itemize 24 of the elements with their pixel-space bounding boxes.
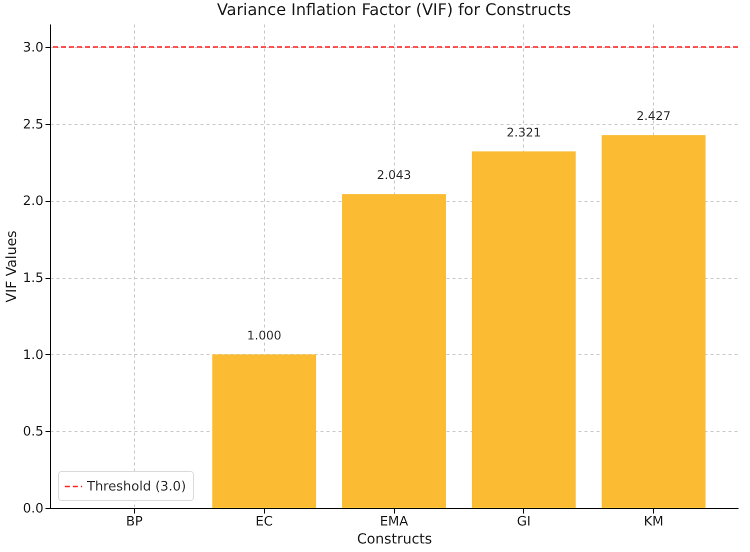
y-tick-label: 2.5: [22, 117, 44, 132]
y-axis-title: VIF Values: [4, 230, 20, 302]
data-label: 2.321: [506, 125, 541, 140]
data-label: 2.043: [376, 168, 412, 182]
y-tick-label: 1.5: [22, 271, 44, 286]
x-axis-title: Constructs: [356, 532, 432, 548]
y-tick-label: 1.0: [22, 348, 44, 363]
x-tick-label: BP: [126, 514, 143, 530]
chart-title: Variance Inflation Factor (VIF) for Constructs: [216, 0, 572, 19]
bar: [212, 354, 316, 508]
bar: [602, 135, 706, 508]
y-tick-label: 0.0: [22, 502, 44, 516]
data-label: 2.427: [636, 109, 671, 124]
y-tick-label: 3.0: [22, 40, 44, 56]
bar: [342, 194, 446, 508]
legend-label: Threshold (3.0): [86, 480, 186, 494]
x-tick-label: EMA: [380, 514, 408, 530]
data-label: 1.000: [247, 328, 282, 342]
y-tick-label: 0.5: [22, 424, 44, 440]
x-tick-label: EC: [256, 514, 273, 530]
y-tick-label: 2.0: [22, 194, 44, 210]
x-tick-label: KM: [644, 514, 664, 530]
x-tick-label: GI: [516, 514, 531, 530]
bar: [472, 151, 576, 508]
